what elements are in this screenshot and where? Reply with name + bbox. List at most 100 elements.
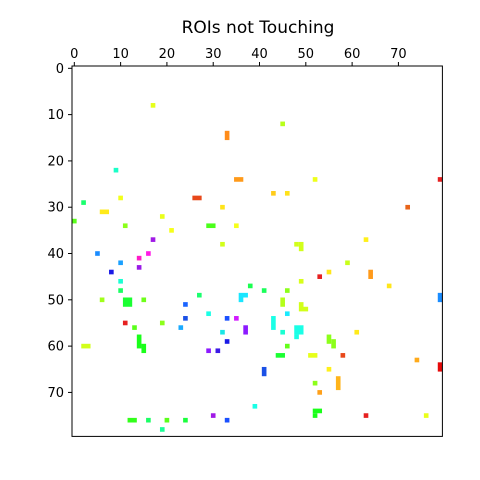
- roi-96: [146, 417, 151, 423]
- x-tick-label-60: 60: [344, 47, 361, 62]
- roi-20: [169, 228, 174, 233]
- roi-23: [220, 241, 225, 247]
- x-tick-label-30: 30: [205, 47, 222, 62]
- chart-title: ROIs not Touching: [182, 18, 335, 38]
- roi-35: [317, 274, 323, 279]
- roi-100: [159, 427, 165, 432]
- roi-47: [99, 297, 105, 303]
- roi-54: [206, 311, 211, 317]
- y-tick-label-60: 60: [47, 340, 64, 355]
- x-tick-label-20: 20: [159, 47, 176, 62]
- roi-31: [136, 265, 142, 270]
- y-tick-label-70: 70: [47, 386, 64, 401]
- roi-13: [405, 204, 410, 210]
- roi-81: [340, 353, 346, 358]
- roi-99: [224, 417, 230, 423]
- x-tick-label-10: 10: [112, 47, 129, 62]
- roi-10: [192, 195, 202, 201]
- roi-53: [303, 306, 309, 312]
- roi-11: [81, 200, 86, 205]
- roi-38: [247, 283, 253, 289]
- x-tick-label-0: 0: [70, 47, 78, 62]
- roi-1: [280, 121, 285, 127]
- roi-73: [331, 339, 336, 349]
- roi-0: [150, 103, 156, 108]
- roi-9: [118, 195, 123, 201]
- roi-32: [109, 269, 114, 275]
- roi-2: [224, 130, 230, 141]
- roi-68: [280, 329, 285, 335]
- plot-frame: [71, 65, 443, 437]
- roi-46: [437, 292, 443, 303]
- roi-42: [284, 288, 290, 293]
- roi-62: [132, 325, 137, 330]
- roi-56: [183, 316, 188, 321]
- roi-8: [284, 191, 290, 196]
- roi-3: [113, 167, 119, 173]
- roi-44: [238, 292, 248, 298]
- roi-15: [159, 214, 165, 219]
- x-tick-label-40: 40: [251, 47, 268, 62]
- roi-63: [178, 325, 184, 330]
- roi-45: [238, 297, 244, 303]
- roi-64: [243, 325, 248, 335]
- y-tick-label-50: 50: [47, 293, 64, 308]
- roi-70: [136, 334, 142, 349]
- roi-83: [437, 362, 443, 372]
- roi-97: [164, 417, 170, 423]
- roi-90: [312, 408, 323, 414]
- roi-52: [298, 302, 304, 312]
- roi-16: [72, 218, 77, 224]
- roi-29: [345, 260, 350, 266]
- roi-59: [271, 316, 276, 330]
- roi-98: [183, 417, 188, 423]
- roi-48: [122, 297, 133, 307]
- roi-95: [127, 417, 137, 423]
- roi-94: [423, 413, 429, 418]
- roi-30: [136, 255, 142, 261]
- roi-28: [118, 260, 123, 266]
- roi-22: [363, 237, 369, 242]
- roi-51: [183, 302, 188, 307]
- roi-76: [284, 343, 290, 349]
- roi-33: [368, 269, 373, 279]
- roi-72: [326, 334, 332, 344]
- roi-87: [312, 380, 318, 386]
- roi-12: [220, 204, 225, 210]
- roi-78: [215, 348, 221, 354]
- roi-49: [141, 297, 147, 303]
- roi-41: [261, 288, 267, 293]
- roi-84: [261, 366, 267, 377]
- roi-69: [354, 329, 360, 335]
- y-tick-label-10: 10: [47, 108, 64, 123]
- roi-88: [317, 390, 323, 395]
- roi-80: [308, 353, 318, 358]
- roi-50: [280, 297, 285, 307]
- roi-5: [312, 177, 318, 182]
- roi-24: [298, 241, 304, 252]
- roi-65: [294, 325, 304, 335]
- roi-71: [141, 343, 147, 354]
- roi-93: [363, 413, 369, 418]
- roi-36: [118, 278, 123, 284]
- roi-85: [326, 366, 332, 372]
- roi-17: [122, 223, 128, 229]
- roi-60: [122, 320, 128, 326]
- roi-21: [150, 237, 156, 242]
- y-tick-label-20: 20: [47, 154, 64, 169]
- roi-14: [99, 209, 110, 215]
- roi-92: [210, 413, 216, 418]
- roi-7: [271, 191, 276, 196]
- y-tick-label-30: 30: [47, 201, 64, 216]
- y-axis: 0 10 20 30 40 50 60 70: [47, 62, 72, 401]
- roi-25: [294, 241, 299, 247]
- roi-55: [284, 311, 290, 317]
- roi-82: [414, 357, 420, 363]
- roi-34: [326, 269, 332, 275]
- roi-61: [159, 320, 165, 326]
- roi-77: [206, 348, 211, 354]
- roi-40: [118, 288, 123, 293]
- roi-19: [234, 223, 239, 229]
- roi-37: [298, 278, 304, 284]
- y-tick-label-40: 40: [47, 247, 64, 262]
